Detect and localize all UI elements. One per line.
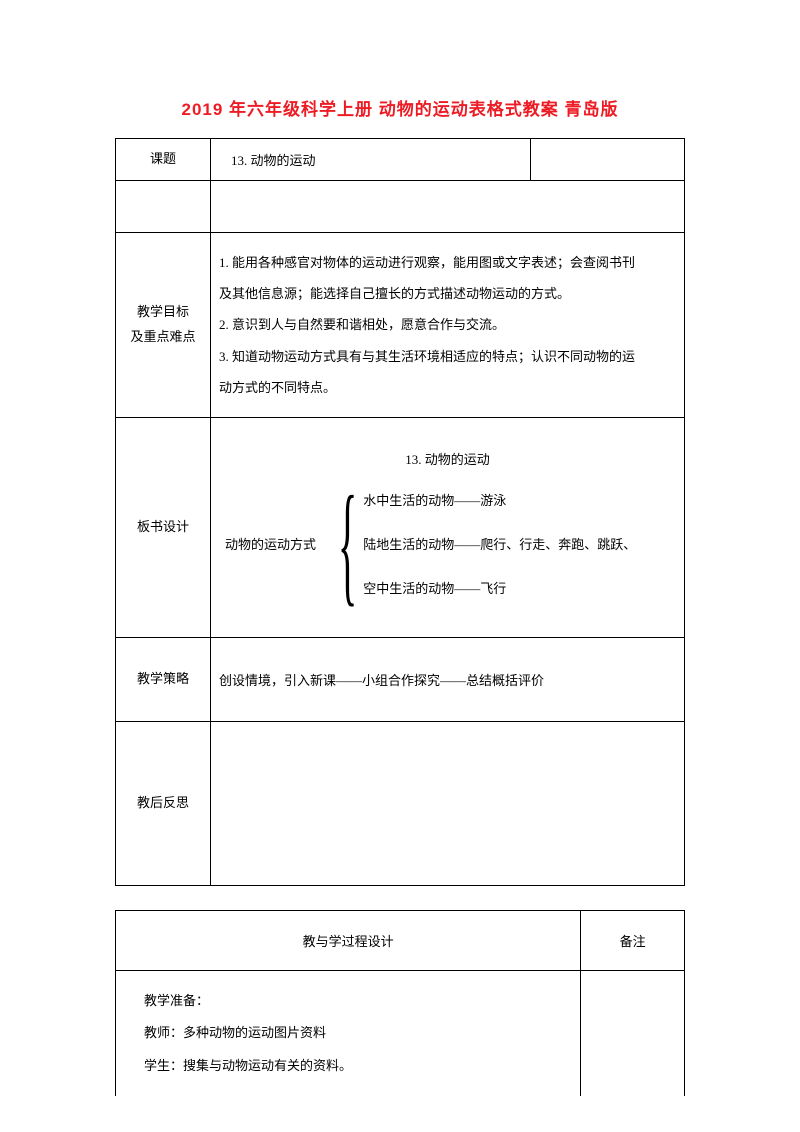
board-left: 动物的运动方式 bbox=[219, 529, 334, 560]
blank-content bbox=[211, 181, 685, 233]
row-strategy: 教学策略 创设情境，引入新课——小组合作探究——总结概括评价 bbox=[116, 637, 685, 721]
obj-line2: 及其他信息源；能选择自己擅长的方式描述动物运动的方式。 bbox=[219, 278, 676, 309]
obj-line1: 1. 能用各种感官对物体的运动进行观察，能用图或文字表述；会查阅书刊 bbox=[219, 247, 676, 278]
board-label: 板书设计 bbox=[116, 417, 211, 637]
board-r2: 陆地生活的动物——爬行、行走、奔跑、跳跃、 bbox=[363, 523, 636, 567]
row-blank bbox=[116, 181, 685, 233]
obj-label-1: 教学目标 bbox=[116, 300, 210, 325]
board-r1: 水中生活的动物——游泳 bbox=[363, 479, 636, 523]
prep-2: 教师：多种动物的运动图片资料 bbox=[144, 1017, 572, 1050]
reflect-label: 教后反思 bbox=[116, 721, 211, 885]
brace-icon: { bbox=[338, 478, 357, 613]
board-content: 13. 动物的运动 动物的运动方式 { 水中生活的动物——游泳 陆地生活的动物—… bbox=[211, 417, 685, 637]
topic-cell: 13. 动物的运动 bbox=[211, 139, 685, 181]
process-header-left: 教与学过程设计 bbox=[116, 910, 581, 970]
obj-line3: 2. 意识到人与自然要和谐相处，愿意合作与交流。 bbox=[219, 309, 676, 340]
obj-line4: 3. 知道动物运动方式具有与其生活环境相适应的特点；认识不同动物的运 bbox=[219, 341, 676, 372]
prep-remark bbox=[581, 970, 685, 1096]
prep-1: 教学准备： bbox=[144, 985, 572, 1018]
process-header: 教与学过程设计 备注 bbox=[116, 910, 685, 970]
doc-title: 2019 年六年级科学上册 动物的运动表格式教案 青岛版 bbox=[115, 95, 685, 120]
row-topic: 课题 13. 动物的运动 bbox=[116, 139, 685, 181]
table-gap bbox=[115, 886, 685, 910]
prep-3: 学生：搜集与动物运动有关的资料。 bbox=[144, 1050, 572, 1083]
row-reflect: 教后反思 bbox=[116, 721, 685, 885]
obj-label-2: 及重点难点 bbox=[116, 325, 210, 350]
strategy-content: 创设情境，引入新课——小组合作探究——总结概括评价 bbox=[211, 637, 685, 721]
strategy-label: 教学策略 bbox=[116, 637, 211, 721]
reflect-content bbox=[211, 721, 685, 885]
board-r3: 空中生活的动物——飞行 bbox=[363, 567, 636, 611]
row-board: 板书设计 13. 动物的运动 动物的运动方式 { 水中生活的动物——游泳 陆地生… bbox=[116, 417, 685, 637]
prep-content: 教学准备： 教师：多种动物的运动图片资料 学生：搜集与动物运动有关的资料。 bbox=[116, 970, 581, 1096]
topic-empty bbox=[531, 139, 684, 180]
objectives-label: 教学目标 及重点难点 bbox=[116, 233, 211, 418]
topic-label: 课题 bbox=[116, 139, 211, 181]
process-table: 教与学过程设计 备注 教学准备： 教师：多种动物的运动图片资料 学生：搜集与动物… bbox=[115, 910, 685, 1097]
row-objectives: 教学目标 及重点难点 1. 能用各种感官对物体的运动进行观察，能用图或文字表述；… bbox=[116, 233, 685, 418]
process-body: 教学准备： 教师：多种动物的运动图片资料 学生：搜集与动物运动有关的资料。 bbox=[116, 970, 685, 1096]
board-heading: 13. 动物的运动 bbox=[219, 444, 676, 475]
obj-line5: 动方式的不同特点。 bbox=[219, 372, 676, 403]
board-right: 水中生活的动物——游泳 陆地生活的动物——爬行、行走、奔跑、跳跃、 空中生活的动… bbox=[361, 479, 636, 612]
main-table: 课题 13. 动物的运动 教学目标 及重点难点 1. 能用各种感官对物体的运动进… bbox=[115, 138, 685, 886]
process-header-right: 备注 bbox=[581, 910, 685, 970]
blank-label bbox=[116, 181, 211, 233]
objectives-content: 1. 能用各种感官对物体的运动进行观察，能用图或文字表述；会查阅书刊 及其他信息… bbox=[211, 233, 685, 418]
topic-value: 13. 动物的运动 bbox=[211, 139, 531, 180]
